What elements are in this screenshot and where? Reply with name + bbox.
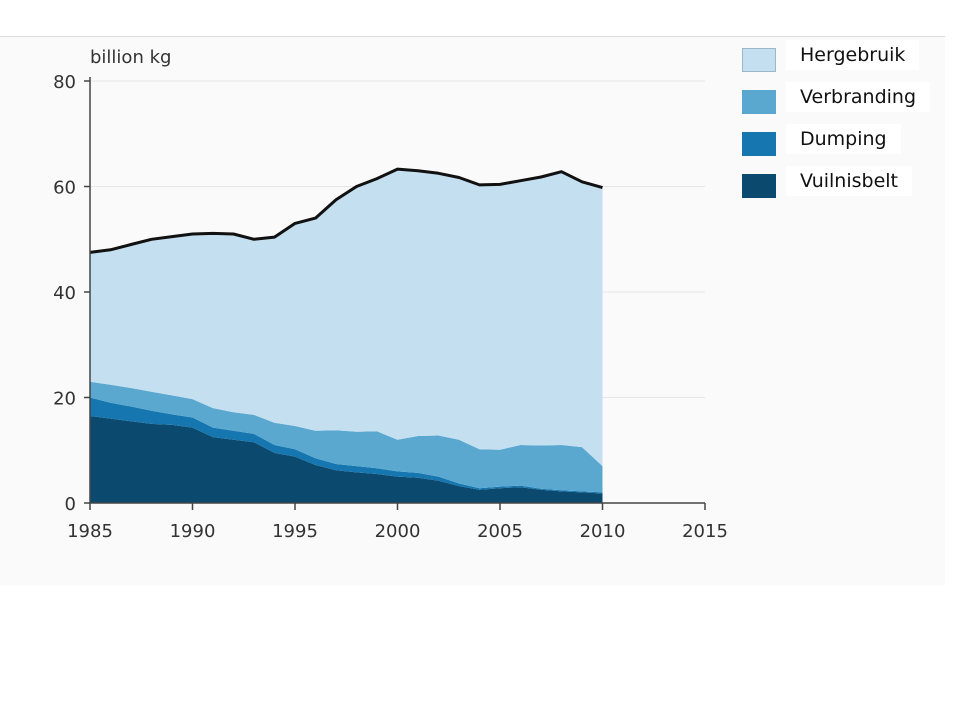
legend-label-dumping: Dumping xyxy=(786,124,901,154)
y-tick-label-80: 80 xyxy=(53,72,76,93)
legend: Hergebruik Verbranding Dumping Vuilnisbe… xyxy=(730,40,940,208)
y-tick-label-40: 40 xyxy=(53,283,76,304)
legend-swatch-verbranding xyxy=(742,90,776,114)
legend-label-vuilnisbelt: Vuilnisbelt xyxy=(786,166,913,196)
x-tick-label-2005: 2005 xyxy=(477,521,523,542)
y-axis-label: billion kg xyxy=(90,47,171,68)
legend-item-vuilnisbelt: Vuilnisbelt xyxy=(730,166,940,208)
legend-swatch-hergebruik xyxy=(742,48,776,72)
legend-item-hergebruik: Hergebruik xyxy=(730,40,940,82)
x-tick-labels: 1985 1990 1995 2000 2005 2010 2015 xyxy=(67,503,728,542)
total-line xyxy=(89,167,603,254)
x-tick-label-1990: 1990 xyxy=(170,521,216,542)
legend-item-dumping: Dumping xyxy=(730,124,940,166)
area-verbranding xyxy=(90,381,603,493)
x-tick-label-1995: 1995 xyxy=(272,521,318,542)
legend-label-verbranding: Verbranding xyxy=(786,82,931,112)
y-tick-label-60: 60 xyxy=(53,178,76,199)
y-tick-label-0: 0 xyxy=(65,494,76,515)
legend-label-hergebruik: Hergebruik xyxy=(786,40,920,70)
y-tick-labels: 0 20 40 60 80 xyxy=(53,72,90,515)
x-tick-label-2010: 2010 xyxy=(580,521,626,542)
legend-swatch-vuilnisbelt xyxy=(742,174,776,198)
legend-swatch-dumping xyxy=(742,132,776,156)
x-tick-label-2015: 2015 xyxy=(682,521,728,542)
y-tick-label-20: 20 xyxy=(53,389,76,410)
stacked-area-chart: billion kg 0 20 40 60 80 1985 1990 1995 2000 200… xyxy=(53,47,728,542)
area-hergebruik xyxy=(90,169,603,467)
x-tick-label-1985: 1985 xyxy=(67,521,113,542)
total-line-path xyxy=(89,167,603,254)
x-tick-label-2000: 2000 xyxy=(375,521,421,542)
legend-item-verbranding: Verbranding xyxy=(730,82,940,124)
area-series xyxy=(90,169,603,503)
area-vuilnisbelt xyxy=(90,416,603,503)
